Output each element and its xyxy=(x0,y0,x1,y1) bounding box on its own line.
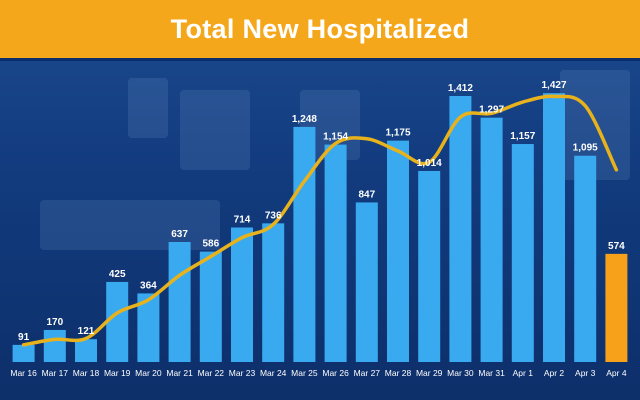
title-banner-edge xyxy=(0,58,640,61)
bar-mar-18 xyxy=(75,339,97,362)
x-tick-label: Apr 3 xyxy=(575,368,596,378)
x-tick-labels-layer: Mar 16 Mar 17 Mar 18 Mar 19 Mar 20 Mar 21 Mar … xyxy=(10,368,626,378)
bar-value-label: 586 xyxy=(202,239,219,250)
background-monitor-shape xyxy=(180,90,250,170)
bar-mar-22 xyxy=(199,251,222,362)
title-banner: Total New Hospitalized xyxy=(0,0,640,58)
bar-value-label: 1,014 xyxy=(417,158,442,169)
x-tick-label: Mar 24 xyxy=(260,368,287,378)
x-tick-label: Mar 22 xyxy=(198,368,225,378)
x-tick-label: Mar 31 xyxy=(478,368,505,378)
bar-value-label: 714 xyxy=(234,214,251,225)
value-labels-layer: 91 170 121 425 364 637 586 714 736 1,248 1,154 847 1… xyxy=(18,80,625,343)
x-tick-label: Apr 1 xyxy=(513,368,534,378)
x-tick-label: Mar 25 xyxy=(291,368,318,378)
bar-apr-4 xyxy=(605,253,628,362)
background-monitor-shape xyxy=(128,78,168,138)
bar-value-label: 574 xyxy=(608,241,625,252)
bar-value-label: 1,427 xyxy=(541,80,566,91)
bar-mar-29 xyxy=(418,170,441,362)
x-tick-label: Mar 30 xyxy=(447,368,474,378)
bar-value-label: 1,175 xyxy=(385,128,410,139)
bar-mar-28 xyxy=(387,140,409,362)
bar-mar-20 xyxy=(137,293,160,362)
bar-value-label: 170 xyxy=(46,317,63,328)
x-tick-label: Mar 19 xyxy=(104,368,131,378)
trend-line xyxy=(21,94,619,347)
bar-value-label: 364 xyxy=(140,280,157,291)
bar-mar-31 xyxy=(480,117,503,363)
bar-value-label: 1,248 xyxy=(292,114,317,125)
trend-line-layer xyxy=(21,94,619,347)
bar-mar-17 xyxy=(43,329,66,362)
x-tick-label: Mar 23 xyxy=(229,368,256,378)
chart-title: Total New Hospitalized xyxy=(170,13,470,44)
bar-mar-30 xyxy=(449,95,472,362)
bar-value-label: 1,412 xyxy=(448,83,473,94)
x-tick-label: Mar 28 xyxy=(385,368,412,378)
bar-value-label: 1,297 xyxy=(479,105,504,116)
bar-apr-1 xyxy=(511,144,534,362)
x-tick-label: Apr 2 xyxy=(544,368,565,378)
bar-mar-25 xyxy=(293,126,316,362)
x-tick-label: Mar 17 xyxy=(42,368,69,378)
bar-mar-19 xyxy=(106,281,129,362)
x-tick-label: Mar 18 xyxy=(73,368,100,378)
bar-value-label: 736 xyxy=(265,210,282,221)
bar-value-label: 121 xyxy=(78,326,95,337)
bar-mar-26 xyxy=(324,144,347,362)
bar-mar-21 xyxy=(168,241,191,362)
bar-mar-27 xyxy=(355,202,378,362)
x-tick-label: Mar 20 xyxy=(135,368,162,378)
bar-value-label: 1,154 xyxy=(323,132,348,143)
bar-value-label: 1,157 xyxy=(510,131,535,142)
bar-value-label: 847 xyxy=(358,189,375,200)
x-tick-label: Mar 16 xyxy=(10,368,37,378)
bar-mar-16 xyxy=(12,344,35,362)
background-bed-shape xyxy=(40,200,220,250)
x-tick-label: Mar 26 xyxy=(322,368,349,378)
x-tick-label: Mar 27 xyxy=(354,368,381,378)
bar-mar-24 xyxy=(262,223,285,362)
bar-value-label: 425 xyxy=(109,269,126,280)
bar-value-label: 91 xyxy=(18,332,30,343)
bar-apr-3 xyxy=(574,155,597,362)
bar-apr-2 xyxy=(543,93,565,362)
bars-layer xyxy=(12,93,628,363)
x-tick-label: Apr 4 xyxy=(606,368,627,378)
x-tick-label: Mar 29 xyxy=(416,368,443,378)
bar-value-label: 637 xyxy=(171,229,188,240)
x-tick-label: Mar 21 xyxy=(166,368,193,378)
bar-mar-23 xyxy=(231,227,253,362)
bar-value-label: 1,095 xyxy=(573,143,598,154)
